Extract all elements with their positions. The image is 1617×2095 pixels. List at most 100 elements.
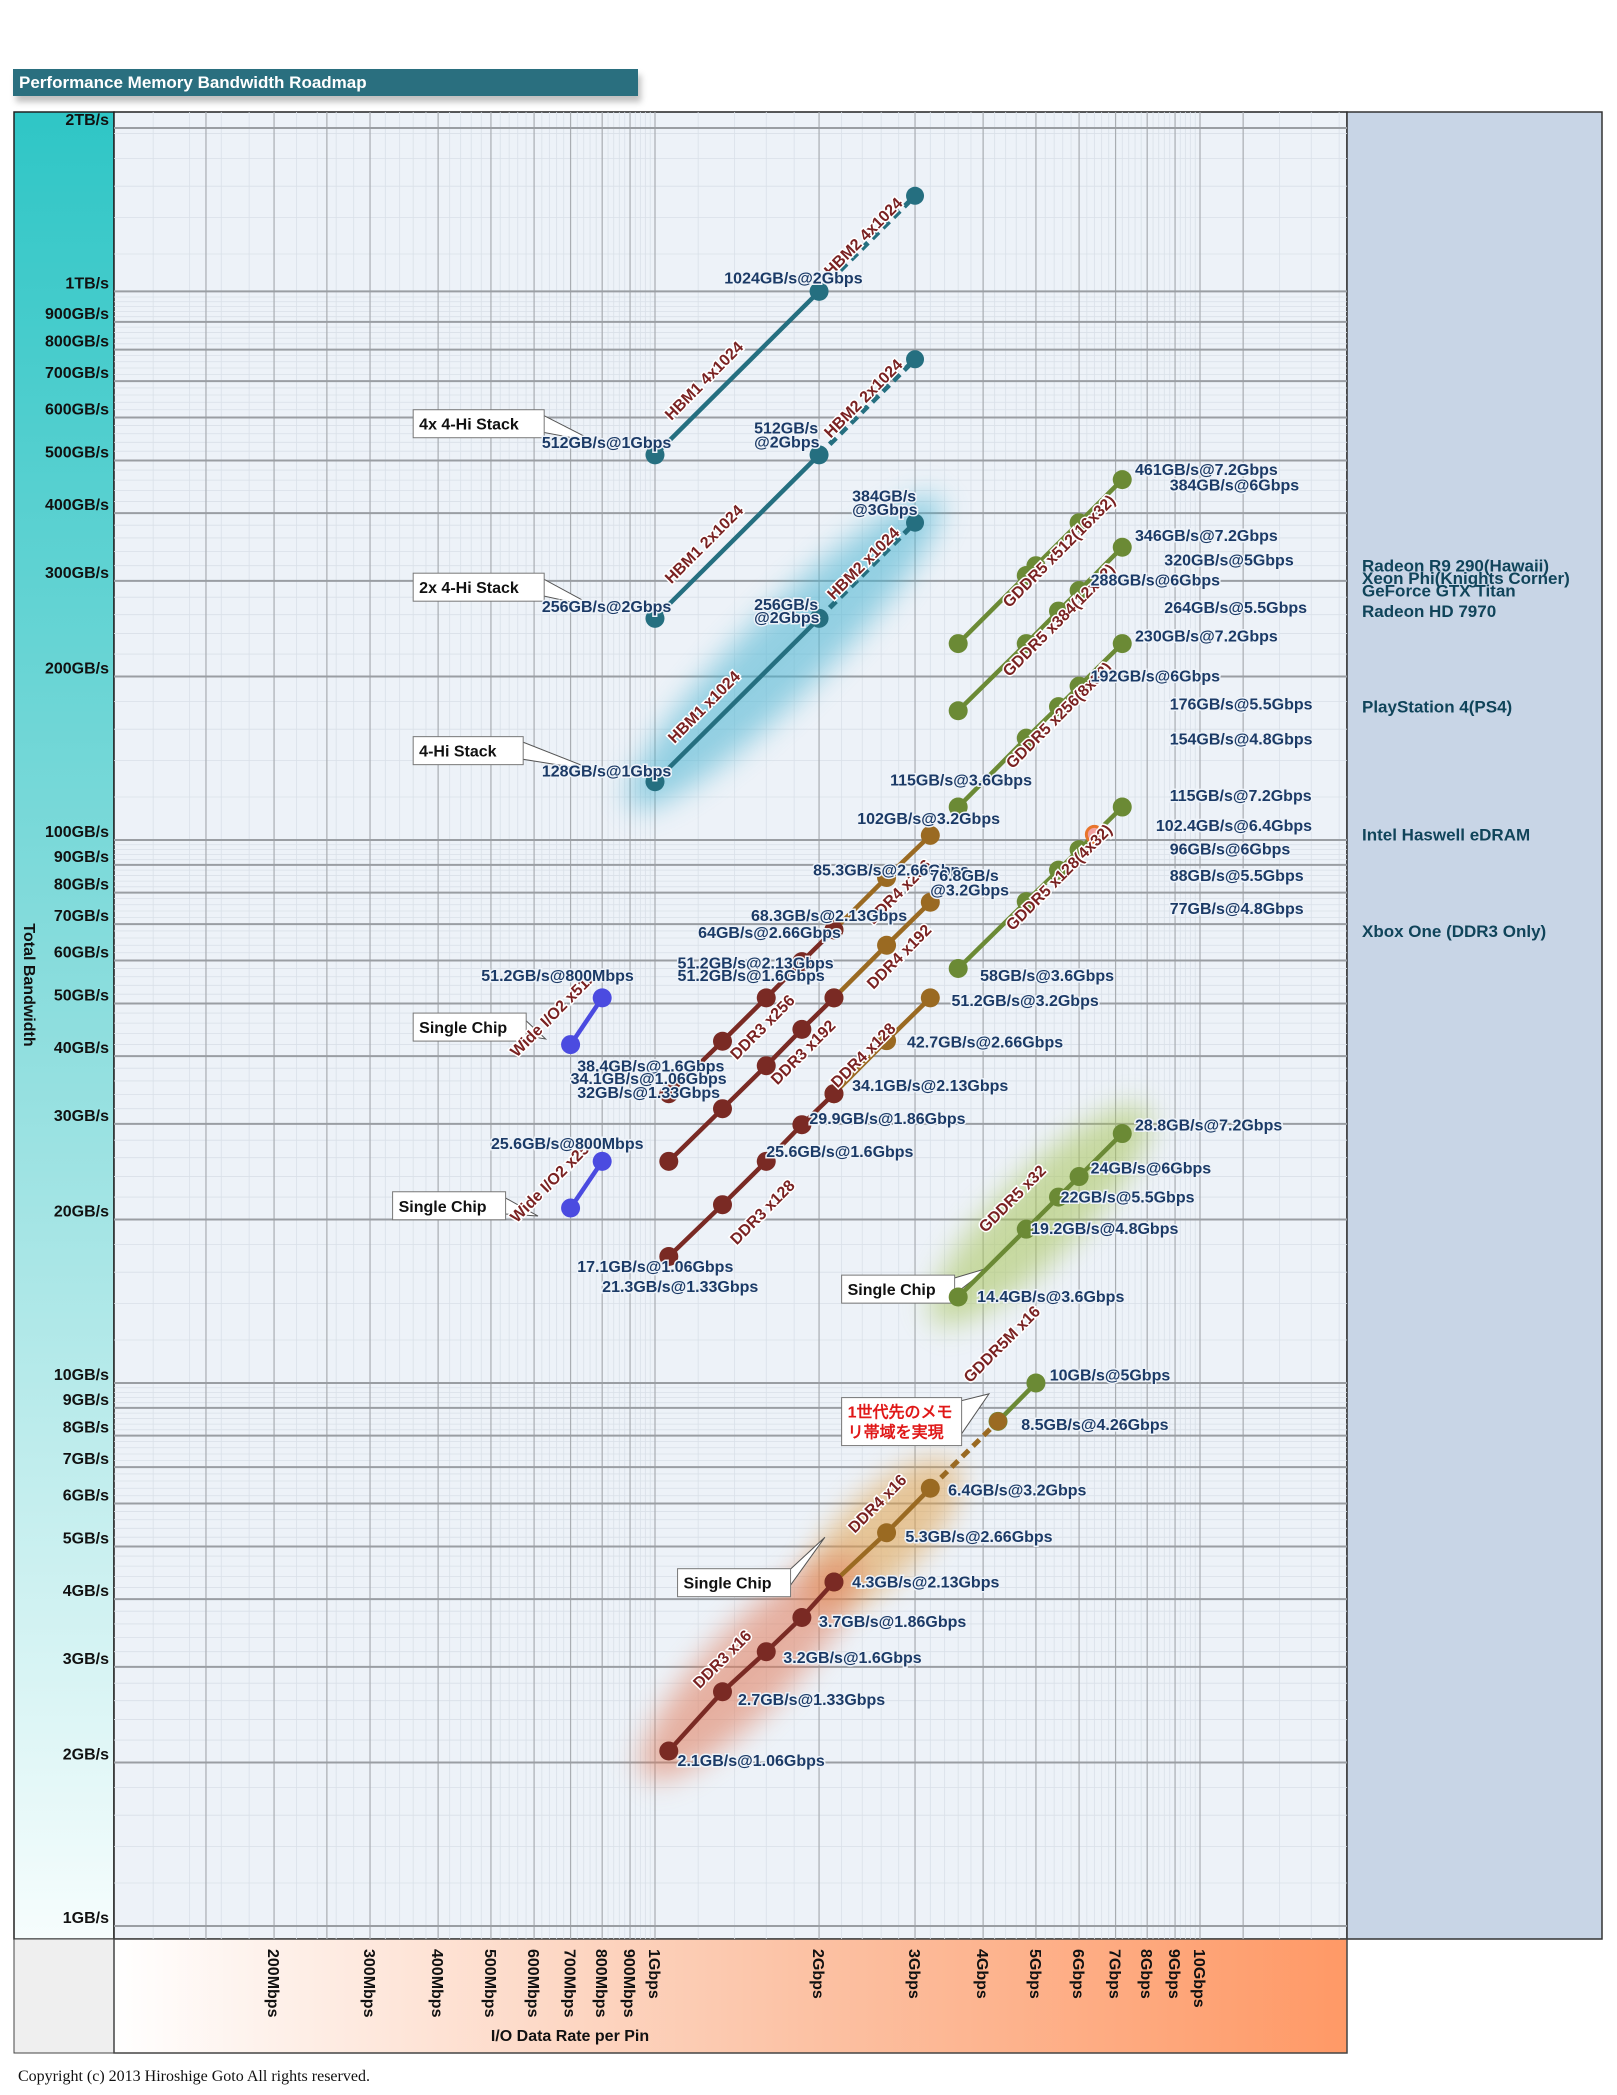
data-point (1112, 634, 1132, 654)
y-axis-ticks: 2TB/s 1TB/s 900GB/s 800GB/s 700GB/s 600GB/s 50… (45, 112, 109, 1927)
callout-box (412, 409, 545, 439)
data-point (920, 892, 940, 912)
data-point (561, 1198, 581, 1218)
callout-text: 4x 4-Hi Stack (419, 417, 519, 434)
point-label: 2.1GB/s@1.06Gbps (678, 1753, 825, 1770)
series-line (653, 616, 821, 784)
callout-box (412, 572, 545, 602)
data-point (877, 1031, 897, 1051)
point-label: @3Gbps (852, 502, 917, 519)
series-ddr3-x16 (659, 1572, 844, 1761)
callout-box (677, 1568, 792, 1598)
point-label: 154GB/s@4.8Gbps (1170, 731, 1313, 748)
callout-box (412, 1012, 527, 1042)
y-tick-label: 8GB/s (63, 1420, 109, 1437)
data-point (1084, 824, 1104, 844)
data-point (906, 350, 925, 369)
point-label: 68.3GB/s@2.13Gbps (751, 908, 907, 925)
point-label: 51.2GB/s@3.2Gbps (952, 993, 1099, 1010)
point-label: 10GB/s@5Gbps (1050, 1368, 1171, 1385)
data-point (1069, 840, 1089, 860)
x-tick-label: 7Gbps (1106, 1949, 1123, 1999)
data-point (659, 1151, 679, 1171)
point-label: 28.8GB/s@7.2Gbps (1135, 1117, 1282, 1134)
y-axis-panel (13, 111, 115, 1940)
callout-box (392, 1191, 507, 1221)
callout-text: 4-Hi Stack (419, 744, 496, 761)
point-label: @3.2Gbps (930, 883, 1009, 900)
data-point (824, 1572, 844, 1592)
point-label: 51.2GB/s@2.13Gbps (678, 955, 834, 972)
device-label: Intel Haswell eDRAM (1362, 825, 1530, 844)
device-label: Radeon HD 7970 (1362, 602, 1496, 621)
data-point (824, 1084, 844, 1104)
device-label: Xbox One (DDR3 Only) (1362, 922, 1546, 941)
point-label: 5.3GB/s@2.66Gbps (905, 1529, 1052, 1546)
data-point (1048, 860, 1068, 880)
point-label: 288GB/s@6Gbps (1091, 573, 1221, 590)
series-wide-i-o2-x256 (561, 1151, 612, 1218)
data-point (712, 1099, 732, 1119)
callout: Single Chip (412, 1012, 548, 1042)
y-tick-label: 100GB/s (45, 824, 109, 841)
point-label: 4.3GB/s@2.13Gbps (852, 1575, 999, 1592)
callout-text: Single Chip (684, 1576, 772, 1593)
point-label: 76.8GB/s (930, 868, 999, 885)
data-point (1069, 581, 1089, 601)
y-tick-label: 6GB/s (63, 1487, 109, 1504)
point-label: 32GB/s@1.33Gbps (577, 1085, 720, 1102)
data-point (756, 1642, 776, 1662)
point-label: 85.3GB/s@2.66Gbps (813, 863, 969, 880)
data-point (756, 1056, 776, 1076)
point-label: 17.1GB/s@1.06Gbps (577, 1259, 733, 1276)
data-point (1016, 634, 1036, 654)
point-label: 22GB/s@5.5Gbps (1061, 1189, 1195, 1206)
dashed-projection (928, 1419, 1000, 1491)
series-gddr5-x32 (948, 1124, 1132, 1307)
data-point (712, 1682, 732, 1702)
point-label: 320GB/s@5Gbps (1164, 553, 1294, 570)
x-tick-label: 4Gbps (973, 1949, 990, 1999)
data-point (1016, 892, 1036, 912)
point-label: 512GB/s@1Gbps (542, 435, 672, 452)
callout: 4-Hi Stack (412, 736, 597, 772)
data-point (906, 513, 925, 532)
y-tick-label: 50GB/s (54, 987, 109, 1004)
chart-title: Performance Memory Bandwidth Roadmap (13, 69, 638, 96)
point-label: 128GB/s@1Gbps (542, 763, 672, 780)
point-label: 384GB/s@6Gbps (1170, 478, 1300, 495)
data-point (1016, 1219, 1036, 1239)
y-tick-label: 3GB/s (63, 1651, 109, 1668)
point-label: 264GB/s@5.5Gbps (1164, 600, 1307, 617)
point-label: @2Gbps (754, 435, 819, 452)
point-label: 461GB/s@7.2Gbps (1135, 462, 1278, 479)
x-tick-label: 400Mbps (428, 1949, 445, 2018)
data-point (792, 1607, 812, 1627)
y-tick-label: 30GB/s (54, 1108, 109, 1125)
series-ddr3-x192 (659, 988, 844, 1171)
x-tick-label: 2Gbps (809, 1949, 826, 1999)
dashed-projection (817, 520, 917, 621)
data-point (906, 186, 925, 205)
device-panel (1346, 111, 1603, 1940)
point-label: 42.7GB/s@2.66Gbps (907, 1034, 1063, 1051)
point-label: 34.1GB/s@1.06Gbps (571, 1071, 727, 1088)
data-point (712, 1195, 732, 1215)
point-label: 77GB/s@4.8Gbps (1170, 901, 1304, 918)
callout-box (841, 1397, 963, 1447)
series-wide-i-o2-x512 (561, 988, 612, 1055)
x-tick-label: 3Gbps (905, 1949, 922, 1999)
copyright: Copyright (c) 2013 Hiroshige Goto All ri… (18, 2068, 370, 2085)
y-tick-label: 20GB/s (54, 1204, 109, 1221)
data-point (756, 1151, 776, 1171)
point-label: 102.4GB/s@6.4Gbps (1156, 818, 1312, 835)
x-tick-label: 10Gbps (1190, 1949, 1207, 2008)
data-point (592, 1151, 612, 1171)
data-point (1069, 1167, 1089, 1187)
dashed-projection (817, 357, 917, 457)
y-tick-label: 900GB/s (45, 306, 109, 323)
data-point (948, 958, 968, 978)
data-point (948, 701, 968, 721)
